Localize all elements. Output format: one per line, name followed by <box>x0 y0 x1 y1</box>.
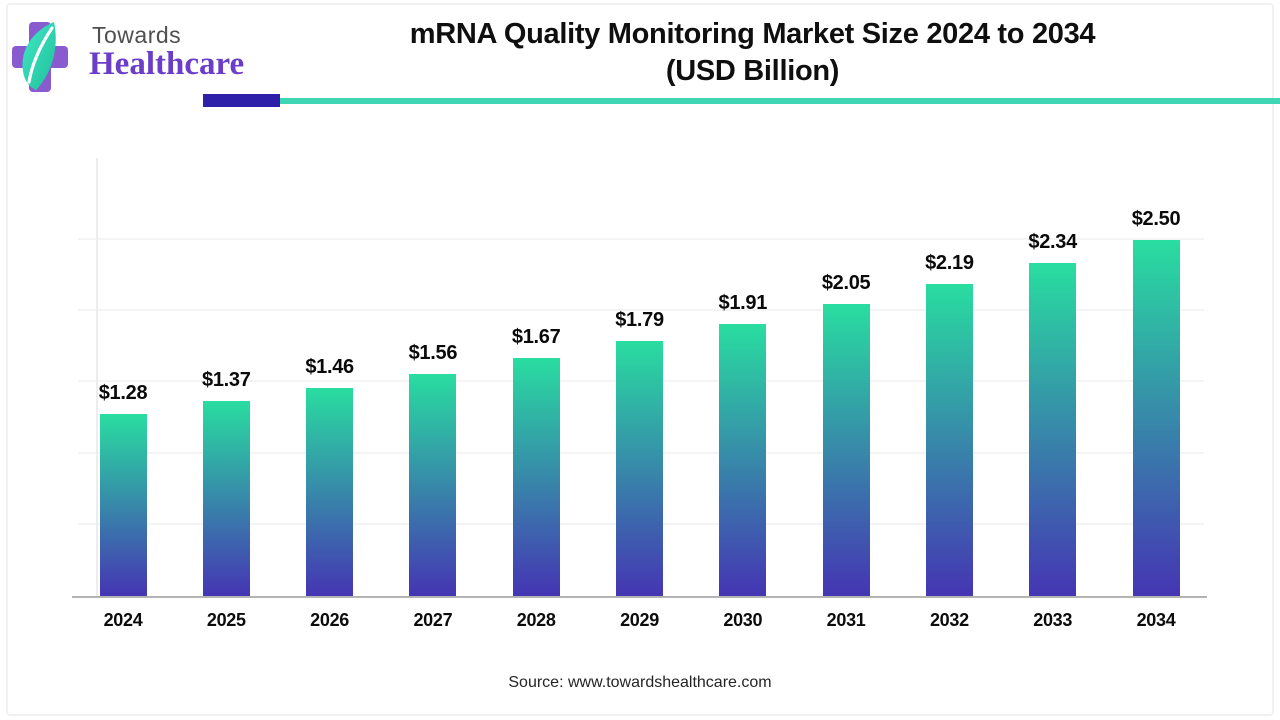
x-axis-label: 2028 <box>516 610 556 630</box>
gridline <box>78 309 1204 312</box>
bar-value-label: $1.56 <box>408 342 458 364</box>
bar-value-label: $1.37 <box>202 369 251 391</box>
chart-title-line2: (USD Billion) <box>665 55 840 87</box>
x-axis-label: 2034 <box>1136 610 1176 630</box>
brand-name-towards: Towards <box>92 22 182 48</box>
bar-value-label: $1.79 <box>615 309 664 331</box>
bar-2025 <box>202 401 250 596</box>
bar-value-label: $1.91 <box>718 292 768 314</box>
bar-2032 <box>925 284 973 596</box>
towards-healthcare-logo: Towards Healthcare <box>12 16 312 102</box>
x-axis-label: 2027 <box>413 610 453 630</box>
x-axis-label: 2031 <box>826 610 866 630</box>
bar-2030 <box>719 324 767 596</box>
x-axis-label: 2025 <box>206 610 246 630</box>
bar-chart-plot-area: $1.28 2024 $1.37 2025 $1.46 2026 $1.56 2027 $1.6… <box>72 150 1207 630</box>
bar-value-label: $1.46 <box>305 356 354 378</box>
x-axis-label: 2033 <box>1033 610 1073 630</box>
header-underline-purple-segment <box>203 94 280 107</box>
x-axis-label: 2032 <box>929 610 969 630</box>
bar-value-label: $2.50 <box>1131 208 1181 230</box>
bar-2026 <box>306 388 354 596</box>
gridline <box>78 237 1204 240</box>
x-axis-label: 2024 <box>103 610 143 630</box>
bar-2034 <box>1132 240 1180 596</box>
x-axis-label: 2029 <box>620 610 659 630</box>
bar-2031 <box>822 304 870 596</box>
bar-2027 <box>409 374 457 596</box>
source-attribution: Source: www.towardshealthcare.com <box>508 674 772 691</box>
bar-2028 <box>512 358 560 596</box>
chart-title-line1: mRNA Quality Monitoring Market Size 2024… <box>409 18 1096 50</box>
bar-2029 <box>616 341 663 596</box>
bar-value-label: $1.28 <box>98 382 148 404</box>
chart-title: mRNA Quality Monitoring Market Size 2024… <box>300 16 1205 90</box>
x-axis-label: 2030 <box>723 610 763 630</box>
header-underline-teal-segment <box>280 98 1280 104</box>
y-axis-line <box>96 158 98 596</box>
x-axis-line <box>72 596 1207 598</box>
healthcare-cross-leaf-icon <box>12 22 68 92</box>
bar-2024 <box>99 414 147 596</box>
bar-value-label: $2.19 <box>925 252 974 274</box>
brand-name-healthcare: Healthcare <box>89 46 245 82</box>
bar-value-label: $1.67 <box>511 326 561 348</box>
bar-value-label: $2.05 <box>821 272 871 294</box>
x-axis-label: 2026 <box>310 610 350 630</box>
bar-value-label: $2.34 <box>1028 231 1077 253</box>
bar-2033 <box>1029 263 1077 596</box>
